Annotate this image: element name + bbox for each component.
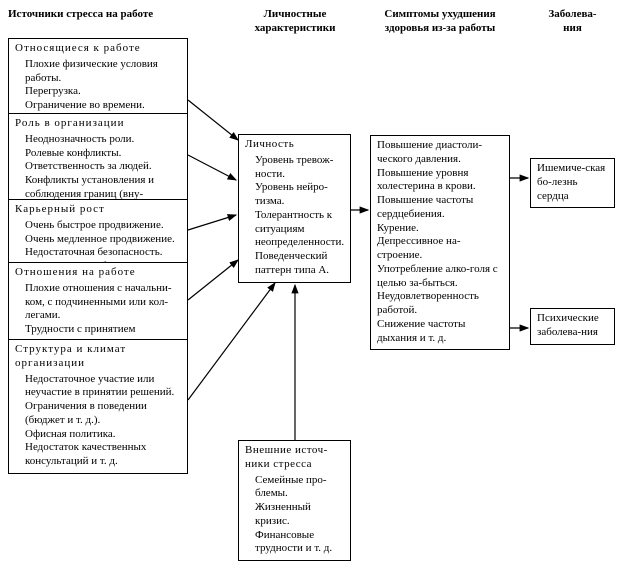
list-item: Недостаток качественных консультаций и т… xyxy=(15,441,181,469)
box-source-work-title: Относящиеся к работе xyxy=(15,42,181,56)
list-item: Снижение частоты дыхания и т. д. xyxy=(377,318,503,346)
list-item: Повышение уровня холестерина в крови. xyxy=(377,167,503,195)
list-item: Недостаточная безопасность. xyxy=(15,246,181,260)
list-item: Недостаточное участие или неучастие в пр… xyxy=(15,373,181,401)
list-item: Ограничения в поведении (бюджет и т. д.)… xyxy=(15,400,181,428)
list-item: Очень медленное продвижение. xyxy=(15,233,181,247)
box-disease-heart: Ишемиче-ская бо-лезнь сердца xyxy=(530,158,615,208)
box-source-career-title: Карьерный рост xyxy=(15,203,181,217)
list-item: Плохие отношения с начальни-ком, с подчи… xyxy=(15,282,181,323)
box-source-role-title: Роль в организации xyxy=(15,117,181,131)
disease-heart-label: Ишемиче-ская бо-лезнь сердца xyxy=(537,162,605,202)
header-diseases: Заболева- ния xyxy=(530,8,615,36)
list-item: Курение. xyxy=(377,222,503,236)
list-item: Семейные про-блемы. xyxy=(245,474,344,502)
list-item: Неудовлетворенность работой. xyxy=(377,290,503,318)
list-item: Поведенческий паттерн типа А. xyxy=(245,250,344,278)
list-item: Употребление алко-голя с целью за-быться… xyxy=(377,263,503,291)
list-item: Ролевые конфликты. xyxy=(15,147,181,161)
list-item: Повышение диастоли-ческого давления. xyxy=(377,139,503,167)
box-source-relations-title: Отношения на работе xyxy=(15,266,181,280)
list-item: Финансовые трудности и т. д. xyxy=(245,529,344,557)
list-item: Ответственность за людей. xyxy=(15,160,181,174)
list-item: Ограничение во времени. xyxy=(15,99,181,113)
list-item: Повышение частоты сердцебиения. xyxy=(377,194,503,222)
box-disease-mental: Психические заболева-ния xyxy=(530,308,615,345)
list-item: Перегрузка. xyxy=(15,85,181,99)
list-item: Толерантность к ситуациям неопределеннос… xyxy=(245,209,344,250)
disease-mental-label: Психические заболева-ния xyxy=(537,312,599,338)
list-item: Жизненный кризис. xyxy=(245,501,344,529)
box-source-structure-title: Структура и климат организации xyxy=(15,343,181,371)
box-personality: Личность Уровень тревож-ности. Уровень н… xyxy=(238,134,351,283)
list-item: Уровень нейро-тизма. xyxy=(245,181,344,209)
header-sources: Источники стресса на работе xyxy=(8,8,188,22)
list-item: Депрессивное на-строение. xyxy=(377,235,503,263)
box-external-title: Внешние источ-ники стресса xyxy=(245,444,344,472)
box-source-structure: Структура и климат организации Недостато… xyxy=(8,339,188,474)
box-external: Внешние источ-ники стресса Семейные про-… xyxy=(238,440,351,561)
header-symptoms: Симптомы ухудшения здоровья из-за работы xyxy=(365,8,515,36)
box-symptoms: Повышение диастоли-ческого давления. Пов… xyxy=(370,135,510,350)
list-item: Офисная политика. xyxy=(15,428,181,442)
list-item: Плохие физические условия работы. xyxy=(15,58,181,86)
header-personality: Личностные характеристики xyxy=(230,8,360,36)
list-item: Уровень тревож-ности. xyxy=(245,154,344,182)
list-item: Неоднозначность роли. xyxy=(15,133,181,147)
list-item: Очень быстрое продвижение. xyxy=(15,219,181,233)
box-personality-title: Личность xyxy=(245,138,344,152)
